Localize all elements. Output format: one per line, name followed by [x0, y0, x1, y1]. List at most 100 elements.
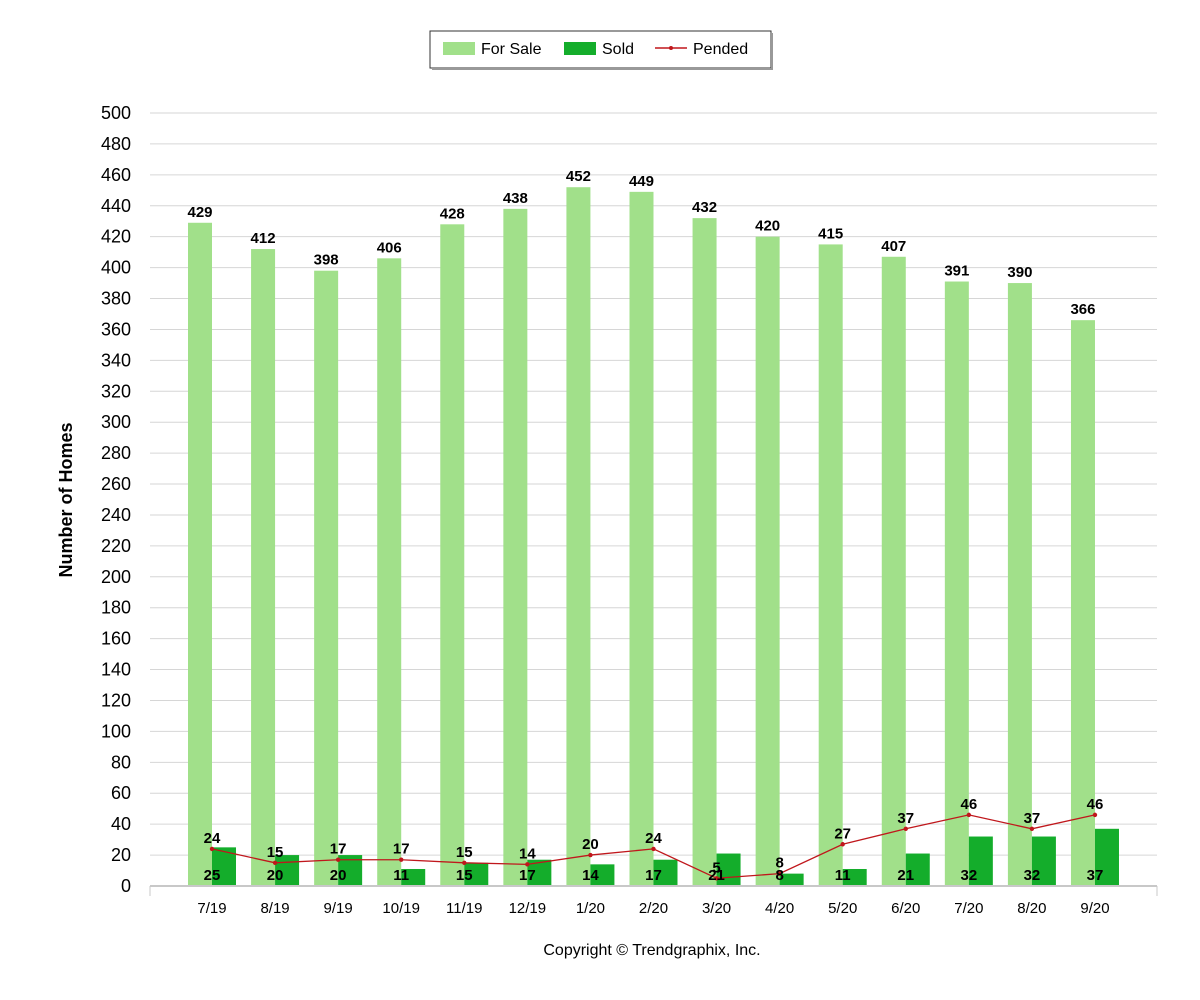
- x-tick-label: 9/20: [1080, 900, 1109, 917]
- bar-sold: [779, 873, 804, 886]
- y-tick-label: 440: [101, 196, 131, 216]
- y-tick-label: 20: [111, 845, 131, 865]
- bar-sold: [968, 836, 993, 886]
- data-label-sold: 11: [835, 867, 851, 884]
- data-label-sold: 37: [1087, 867, 1104, 884]
- bar-for-sale: [566, 187, 591, 886]
- data-label-sold: 25: [204, 867, 221, 884]
- pended-point: [525, 862, 530, 867]
- data-label-for-sale: 415: [818, 225, 843, 242]
- y-tick-label: 180: [101, 598, 131, 618]
- pended-point: [399, 857, 404, 862]
- data-label-for-sale: 428: [440, 205, 465, 222]
- y-tick-label: 320: [101, 381, 131, 401]
- y-tick-label: 460: [101, 165, 131, 185]
- pended-point: [1092, 812, 1098, 818]
- x-axis-ticks: 7/19 8/19 9/19 10/19 11/19 12/19 1/20 2/20 3/20 4…: [197, 900, 1109, 917]
- y-tick-label: 240: [101, 505, 131, 525]
- data-label-pended: 27: [834, 825, 851, 842]
- y-tick-label: 360: [101, 319, 131, 339]
- pended-point: [209, 846, 215, 852]
- bar-sold: [1031, 836, 1056, 886]
- y-tick-label: 500: [101, 103, 131, 123]
- pended-point: [1029, 826, 1035, 831]
- bar-for-sale: [440, 224, 465, 886]
- pended-point: [651, 846, 656, 852]
- data-label-sold: 8: [775, 867, 783, 884]
- data-label-for-sale: 449: [629, 173, 654, 190]
- bar-sold: [275, 855, 300, 886]
- data-labels: 429 25 412 20 398 20 406 11 428 15 438 17 452 14 449 17…: [187, 168, 1103, 884]
- x-tick-label: 7/19: [197, 900, 226, 917]
- data-label-for-sale: 429: [187, 204, 212, 221]
- bar-for-sale: [188, 222, 212, 887]
- y-tick-label: 300: [101, 412, 131, 432]
- y-axis-ticks: 0 20 40 60 80 100 120 140 160 180 200 220 240 260 280 3…: [101, 103, 131, 896]
- bar-for-sale: [944, 281, 969, 886]
- bar-sold: [716, 853, 741, 886]
- legend-swatch-for-sale: [443, 42, 475, 55]
- legend-box: [429, 30, 772, 69]
- x-tick-label: 8/19: [260, 900, 289, 917]
- pended-point: [335, 857, 341, 862]
- data-label-pended: 5: [712, 859, 720, 876]
- legend-marker-pended: [669, 46, 673, 50]
- data-label-for-sale: 432: [692, 199, 717, 216]
- x-tick-label: 3/20: [702, 900, 731, 917]
- data-label-pended: 15: [267, 844, 284, 861]
- data-label-sold: 15: [456, 867, 473, 884]
- legend-swatch-sold: [564, 42, 596, 55]
- legend-shadow-bottom: [432, 68, 773, 70]
- legend-shadow: [771, 33, 773, 70]
- x-axis: [149, 885, 1158, 896]
- y-tick-label: 100: [101, 721, 131, 741]
- legend: For Sale Sold Pended: [429, 30, 773, 70]
- bar-for-sale: [314, 270, 339, 886]
- pended-point: [966, 812, 972, 818]
- data-label-for-sale: 366: [1070, 301, 1095, 318]
- bar-sold: [590, 864, 615, 886]
- bar-sold: [1094, 828, 1119, 886]
- legend-label-pended: Pended: [693, 41, 748, 58]
- data-label-sold: 32: [1024, 867, 1041, 884]
- data-label-pended: 15: [456, 844, 473, 861]
- y-tick-label: 260: [101, 474, 131, 494]
- y-tick-label: 120: [101, 690, 131, 710]
- bar-sold: [401, 868, 426, 886]
- x-tick-label: 8/20: [1017, 900, 1046, 917]
- bar-for-sale: [503, 208, 528, 887]
- data-label-for-sale: 398: [314, 252, 339, 269]
- bar-for-sale: [818, 244, 843, 886]
- bar-for-sale: [881, 256, 906, 886]
- data-label-for-sale: 407: [881, 238, 906, 255]
- pended-point: [777, 871, 782, 876]
- legend-label-sold: Sold: [602, 41, 634, 58]
- legend-label-for-sale: For Sale: [481, 41, 542, 58]
- y-tick-label: 0: [121, 876, 131, 896]
- x-tick-label: 6/20: [891, 900, 920, 917]
- y-tick-label: 400: [101, 258, 131, 278]
- data-label-sold: 21: [897, 867, 914, 884]
- x-tick-label: 12/19: [509, 900, 547, 917]
- bar-for-sale: [1007, 283, 1032, 886]
- x-tick-label: 7/20: [954, 900, 983, 917]
- pended-line: [209, 812, 1098, 881]
- data-label-for-sale: 412: [251, 230, 276, 247]
- data-label-pended: 37: [1024, 810, 1041, 827]
- x-tick-label: 9/19: [324, 900, 353, 917]
- bar-for-sale: [629, 191, 654, 886]
- data-label-for-sale: 438: [503, 190, 528, 207]
- y-tick-label: 220: [101, 536, 131, 556]
- y-tick-label: 280: [101, 443, 131, 463]
- y-tick-label: 340: [101, 350, 131, 370]
- data-label-pended: 17: [393, 841, 410, 858]
- y-tick-label: 80: [111, 752, 131, 772]
- data-label-pended: 20: [582, 836, 599, 853]
- data-label-for-sale: 390: [1007, 264, 1032, 281]
- y-tick-label: 160: [101, 629, 131, 649]
- data-label-sold: 21: [708, 867, 725, 884]
- pended-point: [903, 826, 908, 831]
- bar-for-sale: [1070, 320, 1095, 886]
- data-label-sold: 32: [960, 867, 977, 884]
